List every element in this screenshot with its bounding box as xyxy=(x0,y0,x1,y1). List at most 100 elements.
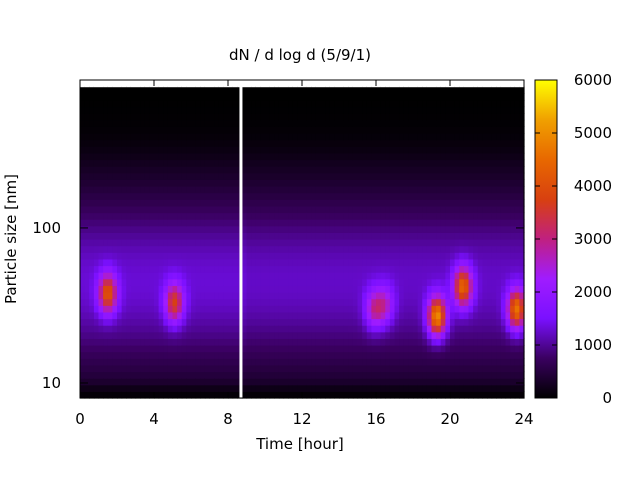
heatmap-cell xyxy=(218,126,224,134)
heatmap-cell xyxy=(357,99,363,108)
heatmap-cell xyxy=(112,119,118,127)
heatmap-cell xyxy=(385,225,391,233)
heatmap-cell xyxy=(473,285,479,293)
heatmap-cell xyxy=(181,166,187,174)
heatmap-cell xyxy=(228,265,234,273)
heatmap-cell xyxy=(265,199,271,207)
heatmap-cell xyxy=(107,186,113,194)
heatmap-cell xyxy=(288,172,294,180)
heatmap-cell xyxy=(454,126,460,134)
heatmap-cell xyxy=(218,384,224,392)
heatmap-cell xyxy=(154,99,160,108)
heatmap-cell xyxy=(255,212,261,220)
heatmap-cell xyxy=(389,345,396,353)
heatmap-cell xyxy=(191,139,197,147)
heatmap-cell xyxy=(246,325,252,333)
heatmap-cell xyxy=(172,93,178,101)
heatmap-cell xyxy=(186,338,192,346)
heatmap-cell xyxy=(399,232,405,240)
heatmap-cell xyxy=(334,106,340,114)
heatmap-cell xyxy=(265,166,271,174)
heatmap-cell xyxy=(117,212,123,220)
heatmap-cell xyxy=(468,318,474,326)
heatmap-cell xyxy=(422,292,428,300)
heatmap-cell xyxy=(269,305,275,313)
heatmap-cell xyxy=(302,364,308,373)
heatmap-cell xyxy=(163,318,169,326)
heatmap-cell xyxy=(112,212,118,220)
heatmap-cell xyxy=(329,338,335,346)
heatmap-cell xyxy=(288,384,294,392)
heatmap-cell xyxy=(292,265,298,273)
heatmap-cell xyxy=(177,272,183,280)
heatmap-cell xyxy=(403,252,409,260)
heatmap-cell xyxy=(223,232,229,240)
heatmap-cell xyxy=(186,119,192,127)
heatmap-cell xyxy=(482,133,488,141)
heatmap-cell xyxy=(487,285,493,293)
heatmap-cell xyxy=(195,345,201,353)
heatmap-cell xyxy=(325,345,331,353)
heatmap-cell xyxy=(514,133,520,141)
heatmap-cell xyxy=(403,298,409,306)
heatmap-cell xyxy=(154,364,160,373)
heatmap-cell xyxy=(154,106,160,114)
heatmap-cell xyxy=(103,93,109,101)
heatmap-cell xyxy=(311,106,317,114)
heatmap-cell xyxy=(450,384,456,392)
heatmap-cell xyxy=(417,212,423,220)
heatmap-cell xyxy=(440,225,446,233)
heatmap-cell xyxy=(408,305,414,313)
heatmap-cell xyxy=(514,106,520,114)
heatmap-cell xyxy=(459,351,465,359)
heatmap-cell xyxy=(107,172,113,180)
heatmap-cell xyxy=(436,265,442,273)
heatmap-cell xyxy=(403,378,409,386)
heatmap-cell xyxy=(403,126,409,134)
heatmap-cell xyxy=(274,113,280,121)
heatmap-cell xyxy=(269,338,275,346)
heatmap-cell xyxy=(144,113,150,121)
heatmap-cell xyxy=(426,384,433,392)
heatmap-cell xyxy=(510,338,516,346)
heatmap-cell xyxy=(376,338,382,346)
heatmap-cell xyxy=(278,99,285,108)
heatmap-cell xyxy=(107,205,113,214)
heatmap-cell xyxy=(510,384,516,392)
heatmap-cell xyxy=(167,106,174,114)
heatmap-cell xyxy=(389,285,396,293)
heatmap-cell xyxy=(163,179,169,187)
heatmap-cell xyxy=(89,152,95,161)
heatmap-cell xyxy=(371,305,377,313)
heatmap-cell xyxy=(302,272,308,280)
heatmap-cell xyxy=(496,325,502,333)
heatmap-cell xyxy=(348,99,354,108)
heatmap-cell xyxy=(385,331,391,339)
heatmap-cell xyxy=(144,86,150,94)
heatmap-cell xyxy=(223,338,229,346)
heatmap-cell xyxy=(288,80,294,88)
heatmap-cell xyxy=(260,146,266,154)
heatmap-cell xyxy=(218,272,224,280)
heatmap-cell xyxy=(482,113,488,121)
heatmap-cell xyxy=(325,258,331,267)
heatmap-cell xyxy=(158,378,164,386)
heatmap-cell xyxy=(204,106,211,114)
heatmap-cell xyxy=(348,345,354,353)
heatmap-cell xyxy=(140,391,146,399)
heatmap-cell xyxy=(334,146,340,154)
heatmap-cell xyxy=(431,133,437,141)
heatmap-cell xyxy=(126,311,132,320)
heatmap-cell xyxy=(491,239,497,247)
heatmap-cell xyxy=(117,278,123,286)
heatmap-cell xyxy=(436,126,442,134)
heatmap-cell xyxy=(366,298,372,306)
heatmap-cell xyxy=(241,113,248,121)
heatmap-cell xyxy=(459,106,465,114)
heatmap-cell xyxy=(223,278,229,286)
heatmap-cell xyxy=(278,166,285,174)
heatmap-cell xyxy=(315,265,322,273)
heatmap-cell xyxy=(491,159,497,167)
heatmap-cell xyxy=(482,378,488,386)
heatmap-cell xyxy=(121,225,127,233)
